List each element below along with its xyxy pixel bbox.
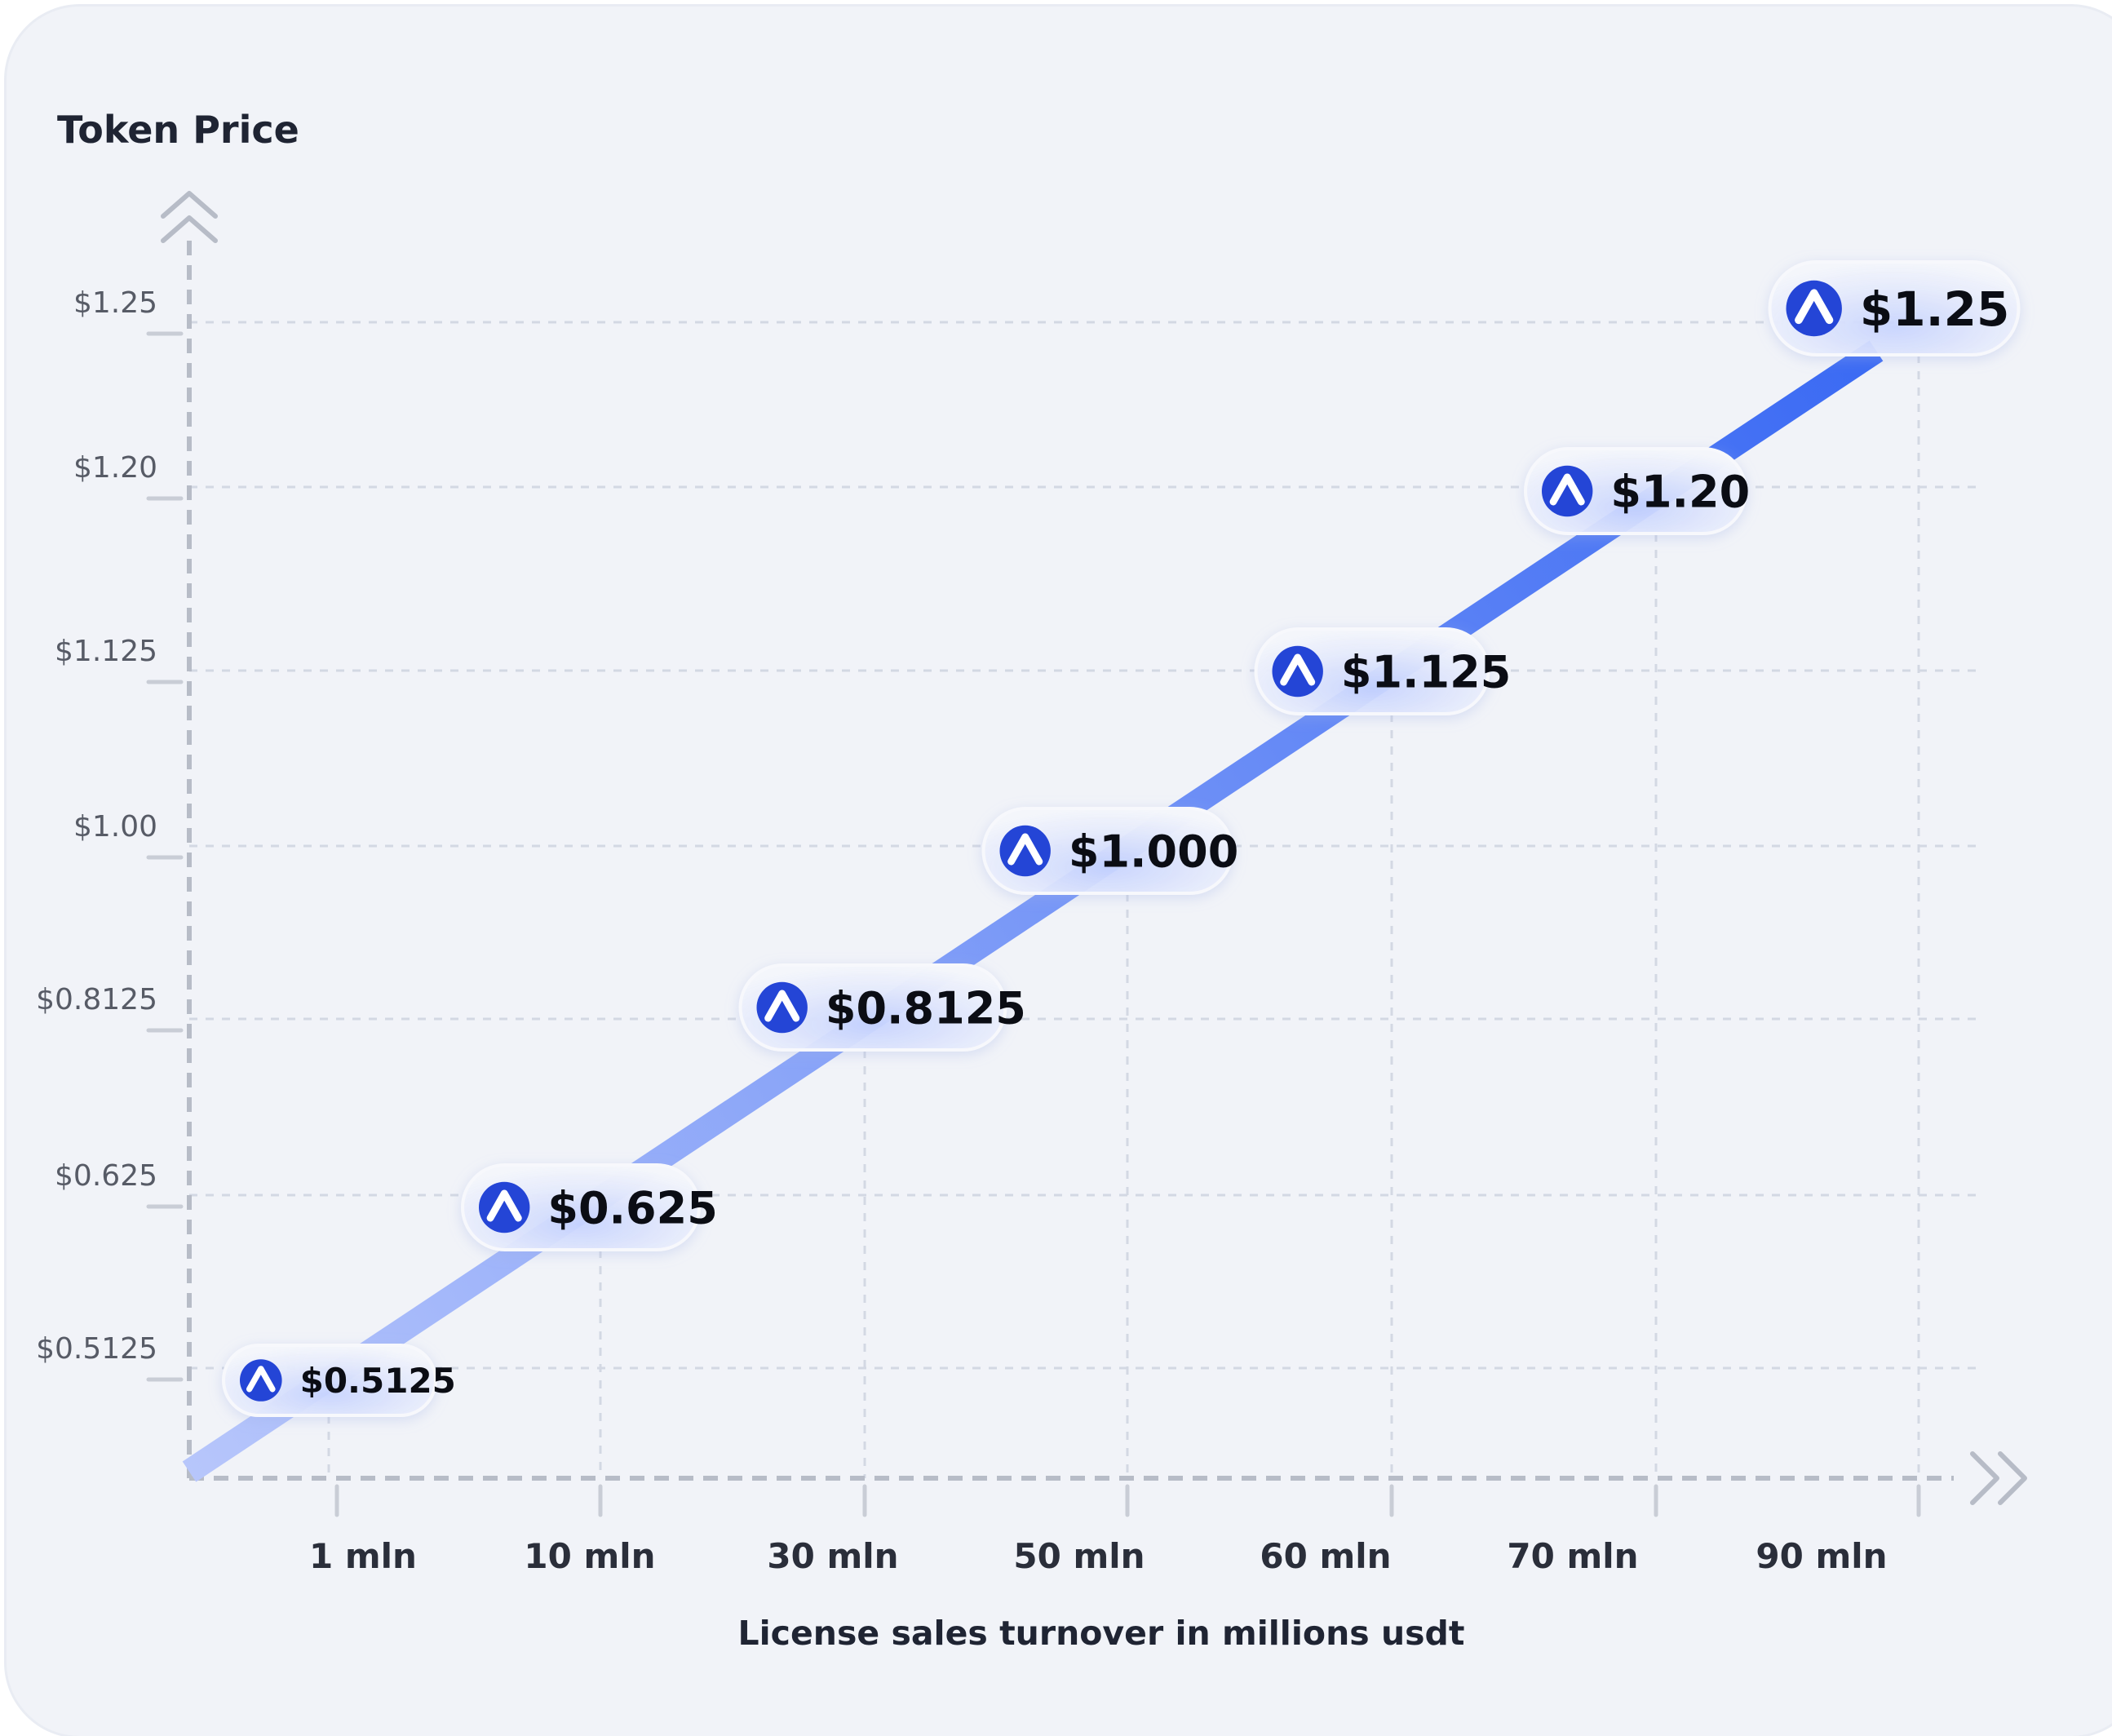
- token-logo-mark: [1280, 653, 1316, 686]
- x-tick-label: 50 mln: [1013, 1536, 1145, 1576]
- y-tick-label: $0.625: [55, 1159, 157, 1193]
- x-tick-label: 60 mln: [1260, 1536, 1391, 1576]
- x-tick-label: 70 mln: [1507, 1536, 1638, 1576]
- badge-pill: [222, 1344, 437, 1417]
- badge-pill: [1768, 260, 2021, 356]
- y-tick-label: $1.00: [73, 810, 157, 844]
- price-badge-label: $0.5125: [300, 1361, 456, 1401]
- x-tick-label: 10 mln: [524, 1536, 655, 1576]
- token-logo-icon: [1542, 465, 1593, 517]
- price-line: [182, 340, 1884, 1482]
- chevron-right-icon: [1998, 1451, 2027, 1505]
- y-axis-title: Token Price: [57, 108, 299, 152]
- price-badge: $0.625: [461, 1163, 718, 1251]
- token-logo-icon: [1272, 645, 1323, 698]
- token-logo-icon: [479, 1181, 530, 1233]
- badge-pill: [461, 1163, 701, 1251]
- price-badge-label: $0.625: [547, 1182, 717, 1233]
- price-badge: $1.25: [1768, 260, 2021, 356]
- y-tick-label: $0.5125: [36, 1332, 157, 1366]
- price-badge-label: $1.125: [1341, 646, 1511, 698]
- badge-pill: [981, 807, 1234, 895]
- price-badge-label: $1.25: [1860, 281, 2009, 337]
- price-badge: $1.000: [981, 807, 1238, 895]
- x-tick-label: 1 mln: [309, 1536, 417, 1576]
- token-logo-icon: [240, 1359, 282, 1402]
- price-badge: $0.8125: [738, 963, 1026, 1052]
- y-tick-label: $1.20: [73, 451, 157, 485]
- token-logo-mark: [1007, 833, 1043, 866]
- token-logo-mark: [246, 1366, 276, 1393]
- token-logo-mark: [1549, 473, 1585, 506]
- y-tick-label: $1.25: [73, 286, 157, 320]
- y-tick-label: $1.125: [55, 635, 157, 668]
- token-logo-icon: [999, 825, 1051, 877]
- price-chart: $1.25$1.20$1.125$1.00$0.8125$0.625$0.512…: [36, 191, 2027, 1576]
- price-badge-label: $0.8125: [826, 982, 1026, 1034]
- x-tick-label: 30 mln: [767, 1536, 898, 1576]
- chevron-up-icon: [161, 191, 218, 219]
- tick-labels: $1.25 $1.20 $1.125 $1.00 $0.8125 $0.625 $0.512…: [36, 286, 1887, 1576]
- token-logo-mark: [1795, 289, 1834, 325]
- token-logo-mark: [764, 990, 800, 1022]
- chevron-up-icon: [161, 215, 218, 243]
- price-badge: $1.125: [1254, 627, 1511, 715]
- x-axis-title: License sales turnover in millions usdt: [737, 1614, 1465, 1653]
- x-tick-label: 90 mln: [1756, 1536, 1887, 1576]
- badge-pill: [1254, 627, 1490, 715]
- chevron-right-icon: [1970, 1451, 1999, 1505]
- y-tick-label: $0.8125: [36, 983, 157, 1016]
- token-logo-mark: [486, 1189, 522, 1222]
- price-badge: $1.20: [1524, 447, 1750, 535]
- price-badge: $0.5125: [222, 1344, 456, 1417]
- axes: [161, 191, 2027, 1505]
- token-logo-icon: [1786, 280, 1842, 337]
- badge-pill: [738, 963, 1007, 1052]
- price-badges: $0.5125 $0.625 $0.8125 $1.000 $1.125 $1.20 $1.…: [222, 260, 2021, 1417]
- price-trend-line: [182, 340, 1884, 1482]
- price-badge-label: $1.000: [1069, 826, 1238, 877]
- price-badge-label: $1.20: [1610, 466, 1750, 517]
- token-logo-icon: [756, 981, 808, 1034]
